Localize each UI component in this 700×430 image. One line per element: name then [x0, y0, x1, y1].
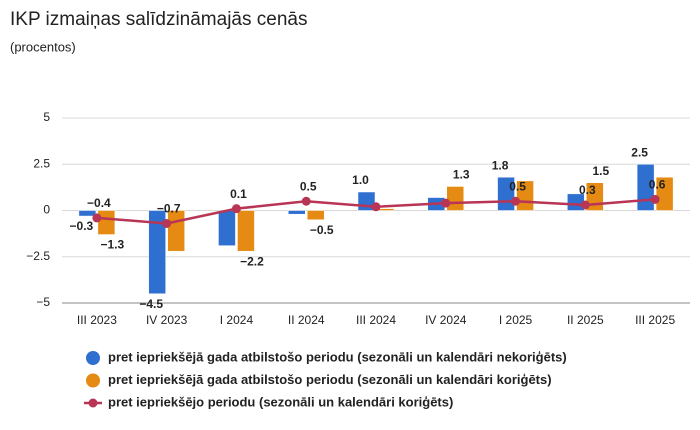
legend-label: pret iepriekšējā gada atbilstošo periodu…	[108, 372, 552, 387]
legend-marker	[86, 351, 100, 365]
x-tick-label: II 2025	[567, 313, 604, 327]
line-point	[92, 213, 102, 223]
data-label: 1.8	[492, 158, 509, 172]
line-point	[231, 204, 241, 214]
data-label: −4.5	[139, 297, 163, 311]
line-point	[301, 196, 311, 206]
data-label: 0.3	[579, 183, 596, 197]
x-tick-label: I 2024	[220, 313, 254, 327]
bar	[655, 176, 674, 211]
line-point	[371, 202, 381, 212]
data-label: −0.4	[87, 196, 111, 210]
legend-label: pret iepriekšējo periodu (sezonāli un ka…	[108, 394, 453, 409]
line-point	[580, 200, 590, 210]
x-tick-label: I 2025	[499, 313, 533, 327]
x-tick-label: III 2024	[356, 313, 396, 327]
data-label: 2.5	[631, 145, 648, 159]
chart-subtitle: (procentos)	[10, 39, 76, 54]
line-point	[162, 218, 172, 228]
data-label: 0.6	[649, 178, 666, 192]
chart-title: IKP izmaiņas salīdzināmajās cenās	[10, 9, 307, 30]
data-label: −0.5	[310, 223, 334, 237]
legend-marker	[88, 398, 98, 408]
y-tick-label: 2.5	[33, 156, 50, 170]
x-tick-label: III 2025	[635, 313, 675, 327]
legend-marker	[86, 373, 100, 388]
legend-label: pret iepriekšējā gada atbilstošo periodu…	[108, 349, 567, 364]
bar	[78, 210, 97, 217]
y-tick-label: 0	[43, 203, 50, 217]
data-label: 0.5	[300, 179, 317, 193]
data-label: −0.3	[70, 219, 94, 233]
y-tick-label: 5	[43, 110, 50, 124]
line-point	[441, 198, 451, 208]
bar	[148, 210, 166, 294]
x-tick-label: IV 2023	[146, 313, 188, 327]
y-tick-label: −5	[36, 295, 50, 309]
bar	[446, 186, 465, 211]
x-tick-label: II 2024	[288, 313, 325, 327]
bar	[167, 210, 185, 252]
line-point	[650, 194, 660, 204]
data-label: 0.5	[509, 179, 526, 193]
data-label: −0.7	[157, 202, 181, 216]
data-label: 0.1	[230, 187, 247, 201]
bar	[97, 210, 116, 235]
bar	[218, 210, 236, 246]
bar	[237, 210, 255, 252]
bar	[287, 210, 306, 215]
data-label: −1.3	[101, 238, 125, 252]
data-label: 1.0	[352, 173, 369, 187]
y-tick-label: −2.5	[26, 249, 50, 263]
line-point	[511, 196, 521, 206]
x-tick-label: IV 2024	[425, 313, 467, 327]
data-label: 1.3	[453, 168, 470, 182]
data-label: −2.2	[240, 254, 264, 268]
x-tick-label: III 2023	[77, 313, 117, 327]
bar	[306, 210, 325, 220]
data-label: 1.5	[592, 164, 609, 178]
